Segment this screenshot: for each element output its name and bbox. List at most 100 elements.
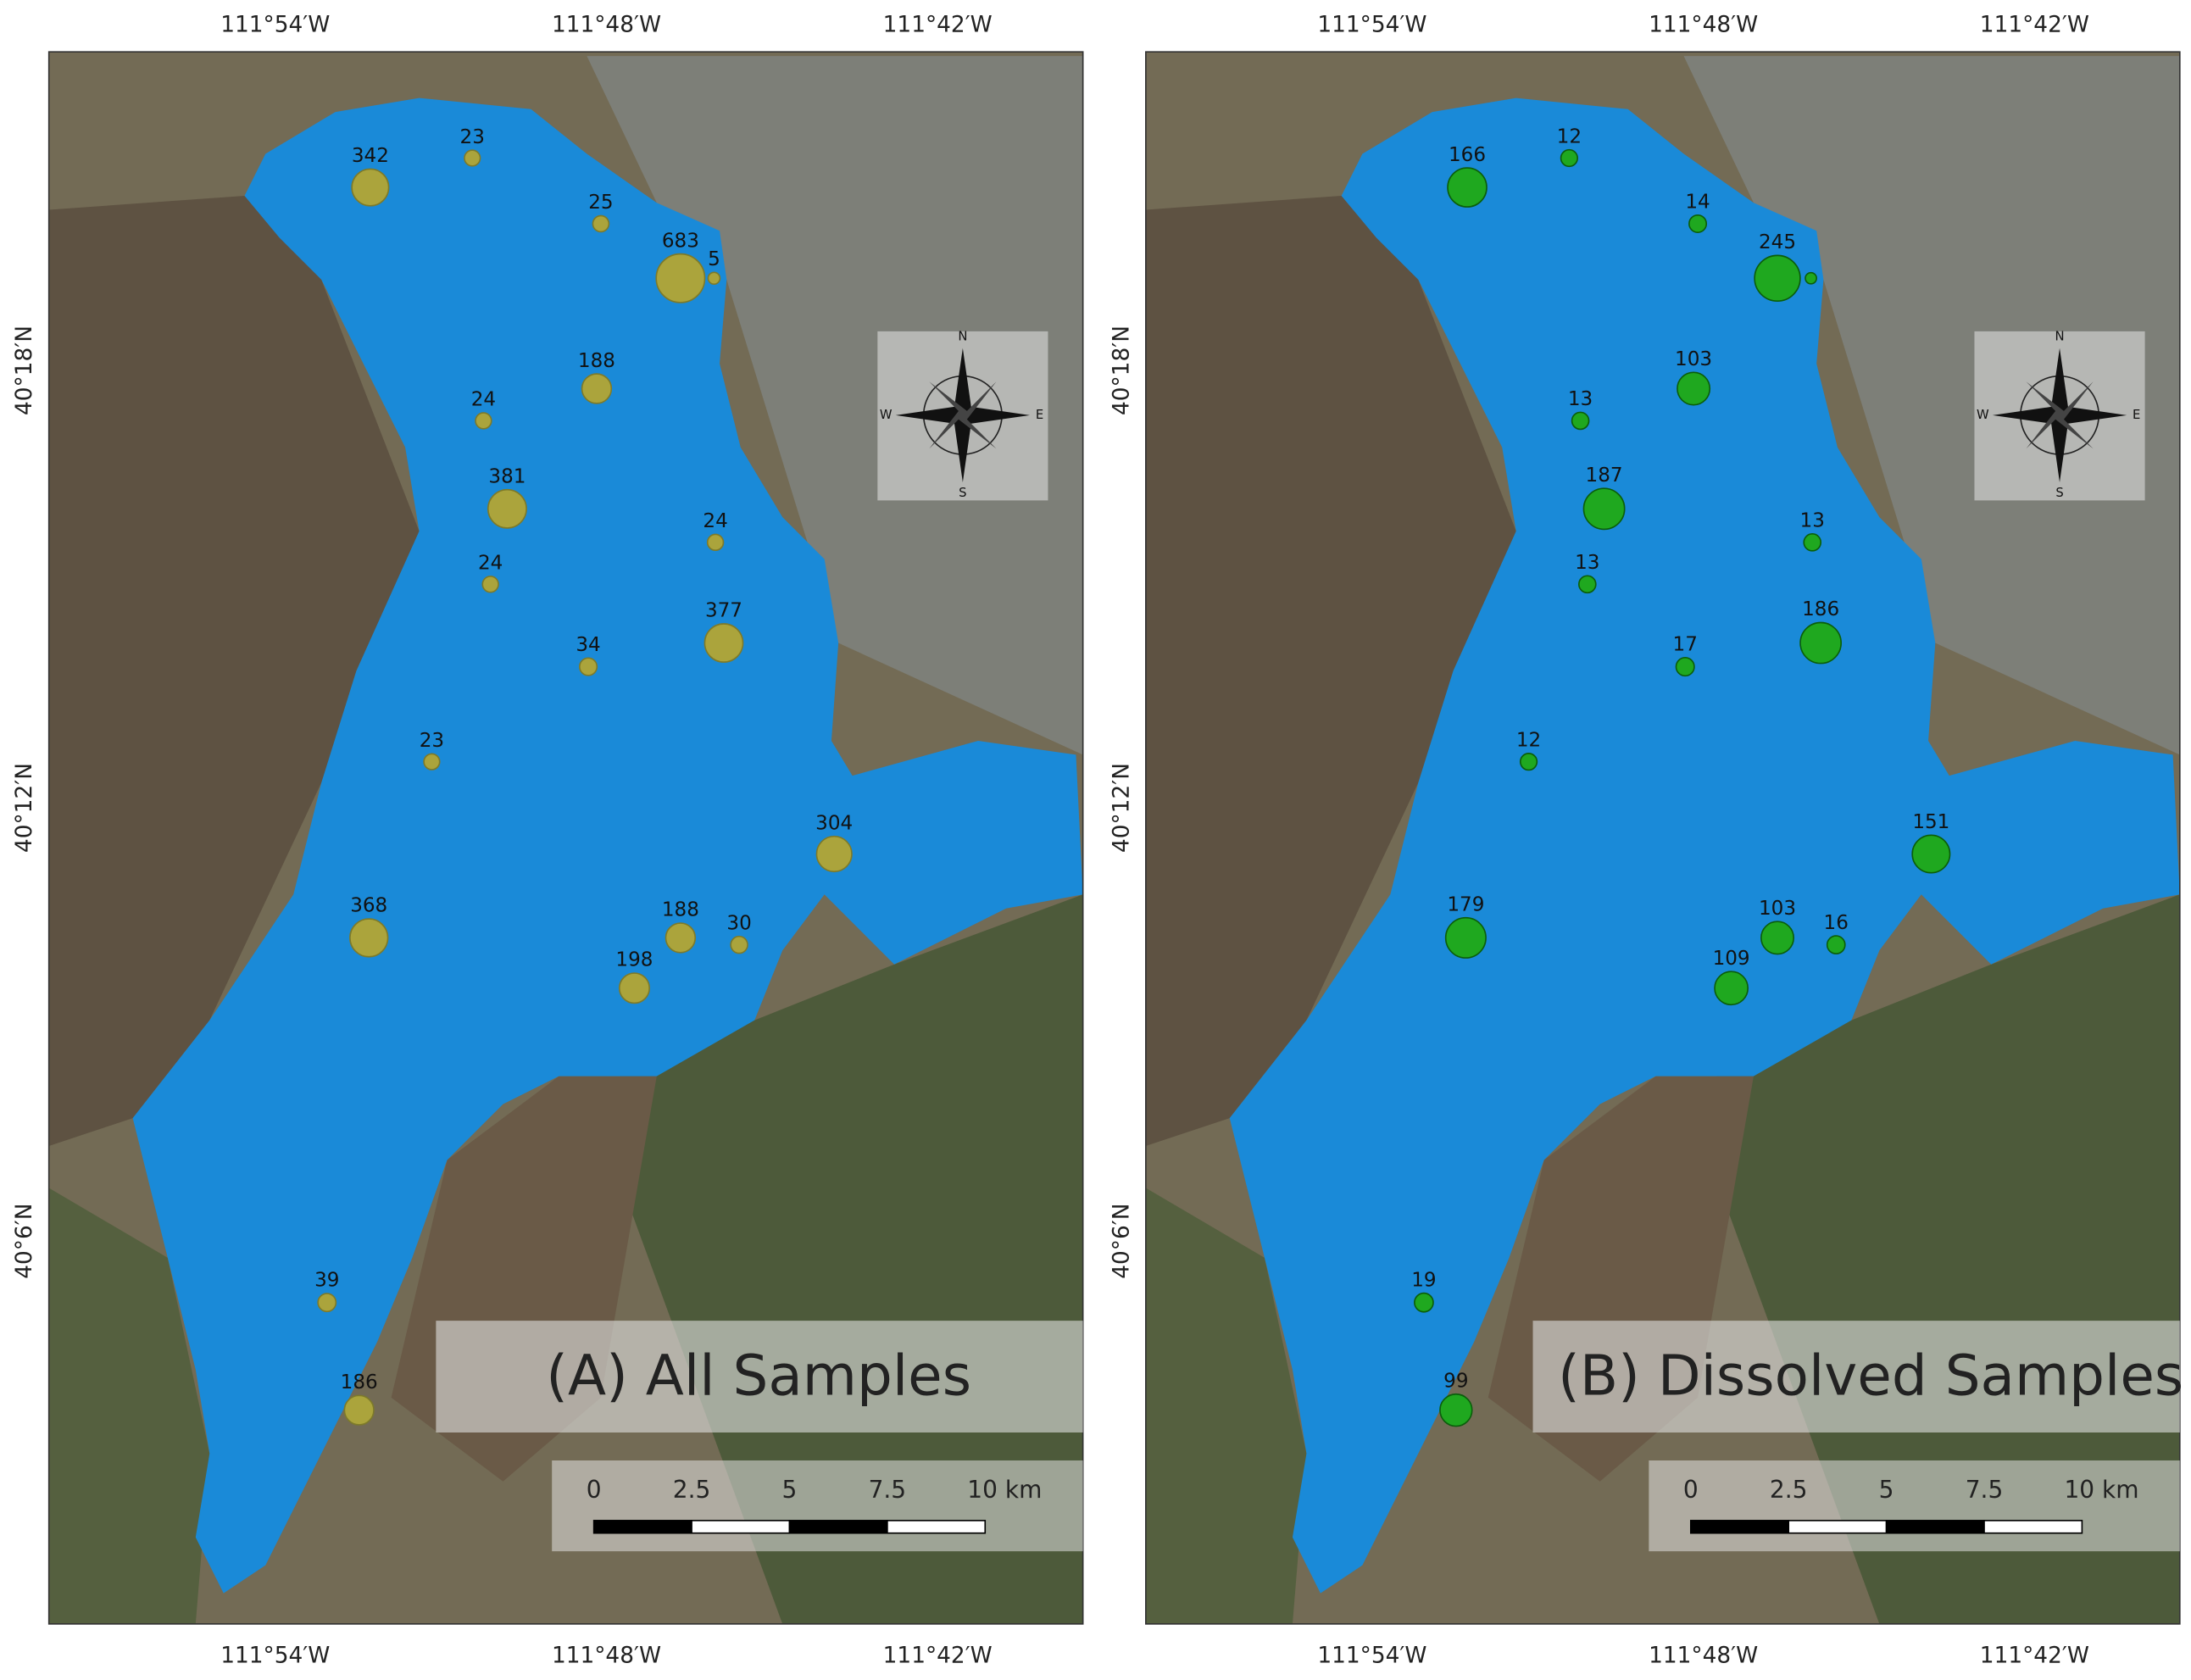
compass-label: S [2055,486,2063,500]
scale-label: 0 [587,1476,602,1504]
compass-label: W [1977,408,1989,422]
sample-label: 103 [1675,348,1712,370]
sample-label: 39 [314,1270,339,1292]
scale-label: 2.5 [1770,1476,1808,1504]
sample-label: 304 [815,812,853,834]
farmland [1683,894,2180,1624]
sample-circle [1754,254,1801,302]
sample-label: 23 [460,126,485,148]
sample-circle [349,918,389,958]
compass-label: E [2133,408,2140,422]
sample-label: 186 [1802,598,1839,620]
sample-label: 377 [705,600,742,622]
sample-label: 13 [1800,510,1825,532]
sample-circle [1519,753,1538,771]
sample-label: 683 [662,230,699,252]
lake [1229,97,2180,1594]
scale-label: 7.5 [1966,1476,2004,1504]
scale-label: 10 km [2064,1476,2138,1504]
sample-label: 188 [578,350,615,372]
sample-label: 16 [1824,912,1849,934]
scale-segment [1689,1520,1790,1534]
sample-label: 25 [588,192,613,214]
sample-circle [343,1394,375,1426]
latitude-label: 40°12′N [1109,763,1134,853]
sample-label: 14 [1685,191,1710,213]
compass-label: E [1036,408,1043,422]
longitude-label: 111°48′W [552,12,661,37]
mountains [48,195,420,1147]
sample-circle [706,533,725,552]
sample-circle [1577,575,1597,594]
sample-circle [481,576,499,593]
latitude-label: 40°6′N [12,1204,37,1279]
sample-circle [1677,371,1711,406]
sample-label: 99 [1443,1370,1468,1392]
sample-label: 245 [1759,231,1796,253]
map-panel: 111°54′W 111°54′W 111°48′W 111°48′W 111°42′W… [12,12,1084,1668]
sample-circle [1760,921,1795,955]
sample-circle [1439,1393,1473,1427]
farmland-west [48,1188,210,1624]
sample-circle [579,657,598,676]
latitude-label: 40°18′N [1109,325,1134,415]
scale-segment [691,1520,791,1534]
longitude-label: 111°54′W [220,1643,330,1668]
scale-label: 2.5 [673,1476,711,1504]
scale-segment [1983,1520,2083,1534]
compass-star-minor [929,381,997,449]
map-panel: 111°54′W 111°54′W 111°48′W 111°48′W 111°42′W… [1109,12,2183,1668]
sample-label: 166 [1449,144,1486,166]
sample-label: 109 [1713,948,1750,970]
scale-label: 10 km [967,1476,1042,1504]
sample-circle [1560,148,1578,168]
sample-label: 5 [708,248,720,270]
sample-label: 13 [1568,388,1593,410]
sample-label: 187 [1586,465,1623,487]
longitude-label: 111°48′W [1649,1643,1758,1668]
latitude-label: 40°18′N [12,325,37,415]
sample-circle [464,149,481,167]
sample-circle [1675,657,1695,677]
sample-label: 12 [1516,730,1541,752]
farmland [587,894,1083,1624]
longitude-label: 111°42′W [883,12,993,37]
sample-label: 24 [703,510,727,532]
sample-circle [1799,621,1843,665]
scale-segment [887,1520,987,1534]
sample-circle [1447,167,1488,208]
scale-box [552,1460,1083,1552]
title-box [1532,1321,2180,1433]
panel-title: (A) All Samples [546,1343,971,1408]
sample-label: 151 [1912,811,1949,833]
scale-label: 5 [782,1476,798,1504]
compass-label: S [959,486,966,500]
compass-label: N [958,330,967,344]
sample-circle [703,623,744,663]
sample-label: 342 [352,145,389,167]
longitude-label: 111°42′W [1980,1643,2089,1668]
longitude-label: 111°48′W [1649,12,1758,37]
scale-segment [788,1520,888,1534]
lake [132,97,1083,1594]
sample-label: 13 [1575,552,1599,574]
sample-label: 19 [1411,1269,1436,1291]
sample-circle [487,488,527,529]
longitude-label: 111°54′W [220,12,330,37]
sample-label: 103 [1759,898,1796,920]
sample-circle [1714,971,1749,1006]
latitude-label: 40°6′N [1109,1204,1134,1279]
map-frame [47,51,1084,1625]
sample-circle [1805,271,1818,285]
scale-label: 7.5 [869,1476,907,1504]
scale-label: 5 [1879,1476,1894,1504]
longitude-label: 111°42′W [883,1643,993,1668]
sample-circle [423,753,441,770]
sample-label: 30 [726,912,751,934]
longitude-label: 111°54′W [1317,12,1426,37]
sample-label: 23 [420,730,444,752]
sample-circle [707,271,721,286]
sample-circle [592,214,610,233]
scale-segment [1788,1520,1888,1534]
